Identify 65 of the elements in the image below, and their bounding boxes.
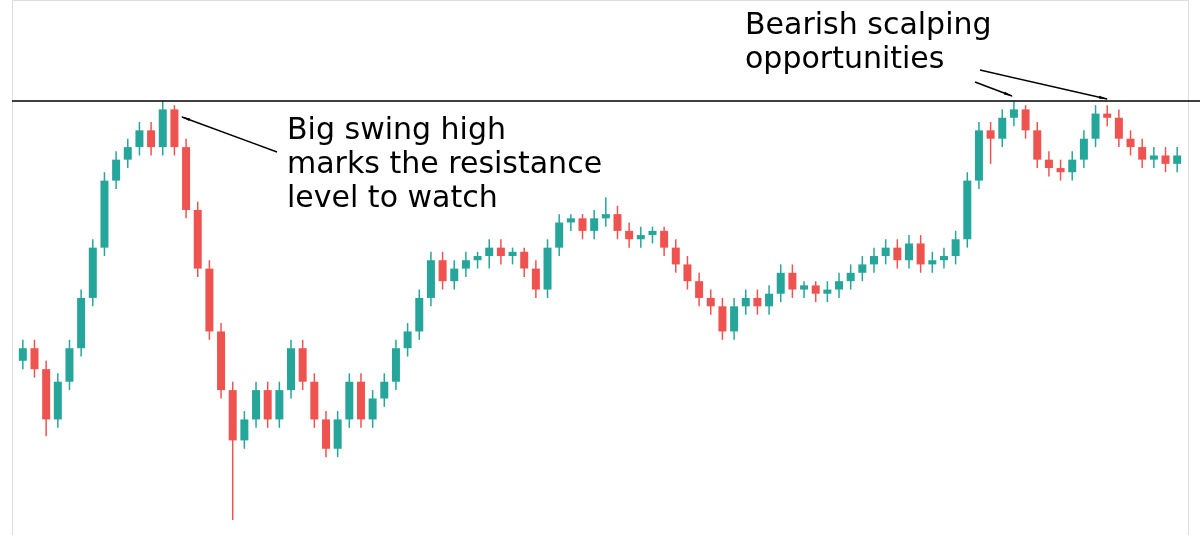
candlestick	[590, 209, 599, 241]
candlestick	[1056, 158, 1065, 182]
candlestick	[461, 251, 470, 278]
candlestick	[112, 150, 121, 190]
candlestick	[800, 280, 809, 299]
candlestick	[1068, 150, 1077, 182]
candlestick	[531, 259, 540, 299]
candlestick	[1044, 150, 1053, 178]
candlestick	[835, 272, 844, 299]
candlestick	[1126, 129, 1135, 157]
candlestick	[368, 389, 377, 429]
candlestick	[450, 259, 459, 291]
candlestick	[380, 372, 389, 408]
candlestick	[1079, 129, 1088, 169]
candlestick	[870, 246, 879, 274]
candlestick	[147, 121, 156, 157]
candlestick	[776, 263, 785, 303]
candlestick	[823, 280, 832, 303]
candlestick	[625, 221, 634, 249]
candlestick	[998, 108, 1007, 148]
candlestick	[566, 213, 575, 232]
candlestick	[520, 246, 529, 278]
candlestick	[636, 225, 645, 249]
candlestick	[601, 196, 610, 228]
candlestick	[893, 238, 902, 270]
candlestick	[1009, 100, 1018, 127]
candlestick	[741, 288, 750, 316]
candlestick	[916, 234, 925, 274]
candlestick	[30, 339, 39, 379]
candlestick	[1103, 104, 1112, 127]
candlestick	[753, 288, 762, 316]
candlestick	[671, 238, 680, 274]
candlestick	[660, 225, 669, 257]
candlestick	[788, 263, 797, 299]
candlestick	[1161, 146, 1170, 173]
candlestick	[1173, 146, 1182, 173]
candlestick	[438, 251, 447, 291]
candlestick	[18, 339, 27, 370]
candlestick	[858, 255, 867, 282]
candlestick	[928, 251, 937, 274]
candlestick	[811, 280, 820, 303]
candlestick	[1149, 146, 1158, 169]
annotation: Big swing high marks the resistance level to watch	[287, 111, 603, 214]
candlestick	[135, 121, 144, 157]
candlestick	[986, 121, 995, 165]
candlestick	[683, 255, 692, 291]
candlestick	[1114, 108, 1123, 148]
candlestick	[613, 205, 622, 241]
candlestick	[1021, 104, 1030, 140]
candlestick	[881, 238, 890, 266]
candlestick	[939, 246, 948, 270]
candlestick	[706, 288, 715, 316]
candlestick	[240, 410, 249, 450]
candlestick	[695, 272, 704, 308]
candlestick	[403, 322, 412, 358]
candlestick	[123, 137, 132, 169]
candlestick	[951, 230, 960, 266]
candlestick	[485, 238, 494, 270]
candlestick	[496, 238, 505, 266]
candlestick	[765, 284, 774, 316]
candlestick	[578, 213, 587, 241]
candlestick	[904, 234, 913, 270]
text: Bearish scalping opportunities	[745, 6, 992, 75]
candlestick	[1138, 137, 1147, 169]
candlestick	[846, 263, 855, 291]
